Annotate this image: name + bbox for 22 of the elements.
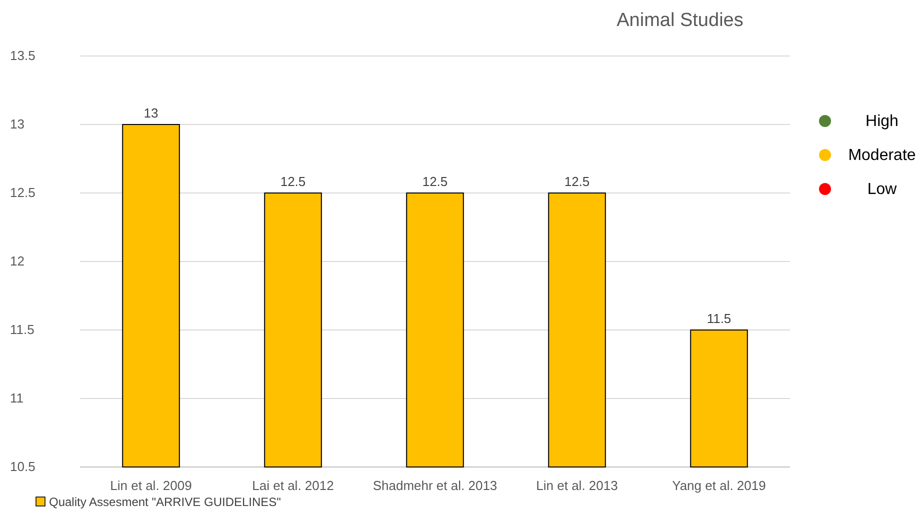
data-label: 12.5 (422, 174, 448, 189)
data-label: 13 (144, 106, 158, 120)
text: High (866, 113, 898, 130)
x-tick-label: Shadmehr et al. 2013 (372, 478, 498, 493)
y-tick-label: 10.5 (10, 459, 36, 474)
data-label: 12.5 (280, 174, 306, 189)
y-tick-label: 11 (10, 390, 24, 406)
text: Moderate (848, 147, 916, 164)
y-tick-label: 11.5 (10, 322, 34, 337)
x-tick-label: Lin et al. 2013 (536, 478, 618, 493)
data-label: 11.5 (706, 311, 732, 326)
y-tick-label: 13.5 (10, 48, 36, 63)
y-tick-label: 12 (10, 254, 24, 268)
x-tick-label: Yang et al. 2019 (672, 478, 766, 493)
y-tick-label: 12.5 (10, 185, 36, 200)
x-tick-label: Lin et al. 2009 (110, 478, 192, 493)
y-tick-label: 13 (10, 116, 24, 132)
chart-title: Animal Studies (616, 10, 744, 31)
x-tick-label: Lai et al. 2012 (252, 478, 334, 493)
data-label: 12.5 (564, 174, 590, 189)
text: Low (867, 181, 898, 198)
legend-label: Quality Assesment "ARRIVE GUIDELINES" (49, 495, 281, 509)
